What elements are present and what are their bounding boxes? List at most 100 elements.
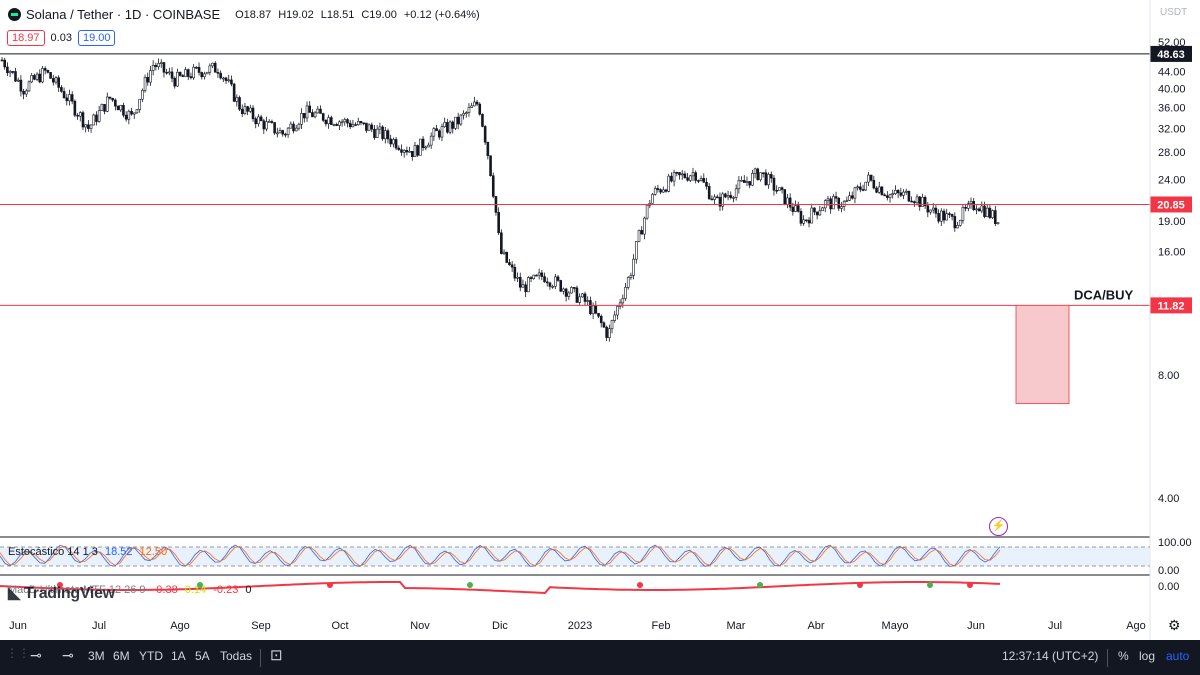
candle-body [308, 105, 312, 113]
candle-body [805, 219, 808, 222]
price-tick-label: 44.00 [1158, 67, 1186, 79]
candle-body [500, 232, 503, 254]
candle-body [958, 220, 962, 226]
candle-body [667, 175, 670, 192]
candle-body [35, 73, 39, 80]
spread-value: 0.03 [50, 32, 72, 44]
candle-body [257, 116, 260, 125]
candle-body [359, 121, 363, 124]
candle-body [513, 266, 517, 279]
lightning-icon[interactable]: ⚡ [989, 517, 1008, 536]
candle-body [327, 117, 330, 125]
bid-button[interactable]: 18.97 [7, 30, 45, 46]
candle-body [886, 195, 889, 198]
candle-body [51, 78, 55, 83]
macd-value-1: -0.38 [152, 584, 178, 596]
candle-body [691, 172, 695, 177]
horizontal-levels[interactable]: 48.63 20.85 11.82 [0, 45, 1192, 314]
candle-body [788, 197, 792, 208]
candle-body [586, 300, 590, 302]
price-pane[interactable] [0, 57, 1000, 342]
candle-body [367, 124, 371, 131]
auto-toggle[interactable]: auto [1166, 649, 1190, 663]
candle-body [672, 172, 676, 182]
level-price-tag [1150, 297, 1192, 314]
symbol-title: Solana / Tether · 1D · COINBASE [26, 7, 221, 22]
candle-body [950, 214, 954, 217]
candle-body [683, 173, 687, 178]
range-5a-button[interactable]: 5A [195, 649, 210, 663]
candle-body [141, 90, 144, 100]
candle-body [537, 272, 541, 276]
candle-body [702, 178, 706, 183]
candle-body [319, 108, 322, 114]
range-ytd-button[interactable]: YTD [139, 649, 163, 663]
dca-buy-zone[interactable] [1015, 304, 1070, 405]
candle-body [437, 130, 441, 138]
candle-body [60, 87, 63, 92]
candle-body [948, 213, 951, 215]
candle-body [227, 79, 231, 82]
range-3m-button[interactable]: 3M [88, 649, 105, 663]
candle-body [869, 174, 873, 181]
range-all-button[interactable]: Todas [220, 649, 253, 663]
candle-body [435, 128, 438, 132]
candle-body [551, 286, 554, 288]
candle-body [715, 196, 719, 199]
candle-body [46, 70, 50, 73]
candle-body [599, 315, 603, 324]
ask-button[interactable]: 19.00 [77, 30, 116, 46]
candle-body [111, 97, 114, 101]
range-1a-button[interactable]: 1A [171, 649, 186, 663]
range-6m-button[interactable]: 6M [113, 649, 130, 663]
candle-body [718, 196, 722, 207]
candle-body [3, 59, 6, 68]
candle-body [988, 207, 992, 218]
time-tick-label: Nov [410, 620, 430, 632]
gear-icon[interactable]: ⚙ [1168, 617, 1181, 633]
candle-body [583, 293, 587, 302]
time-tick-label: Jul [92, 620, 106, 632]
candle-body [27, 81, 31, 92]
price-tick-label: 28.00 [1158, 147, 1186, 159]
stochastic-legend[interactable]: Estocástico 14 1 3 18.52 12.50 [8, 546, 167, 558]
candle-body [103, 104, 106, 112]
candle-body [392, 139, 395, 145]
candle-body [688, 175, 692, 181]
time-axis-ticks: Jun Jul Ago Sep Oct Nov Dic 2023 Feb Mar Abr Mayo Ju… [9, 620, 1146, 632]
clock-time[interactable]: 12:37:14 (UTC+2) [1002, 649, 1099, 663]
drag-handle-icon[interactable]: ⋮⋮ [6, 646, 30, 660]
candle-body [276, 132, 279, 135]
date-range-icon[interactable]: ⊡ [270, 647, 283, 664]
price-tick-label: 8.00 [1158, 370, 1179, 382]
candle-body [22, 90, 25, 95]
macd-legend[interactable]: MacD Ultimate MTF 12 26 9 -0.38 0.14 -0.… [8, 584, 252, 596]
candle-body [745, 181, 749, 183]
candle-body [378, 126, 382, 130]
candle-body [802, 219, 805, 224]
percent-toggle[interactable]: % [1118, 649, 1129, 663]
price-tick-label: 24.00 [1158, 174, 1186, 186]
candle-body [594, 305, 598, 314]
candle-body [626, 277, 630, 288]
bid-ask-panel: 18.97 0.03 19.00 [7, 30, 116, 46]
symbol-legend[interactable]: Solana / Tether · 1D · COINBASE O18.87 H… [8, 7, 480, 22]
candle-body [81, 112, 85, 128]
candle-body [967, 203, 970, 209]
compare-icon[interactable]: ⊸ [30, 647, 42, 663]
replay-icon[interactable]: ⊸ [62, 647, 74, 663]
candle-body [203, 73, 206, 78]
ohlc-high: H19.02 [278, 8, 314, 21]
candle-body [416, 145, 419, 156]
candle-body [761, 172, 765, 174]
log-toggle[interactable]: log [1139, 649, 1156, 663]
candle-body [826, 198, 830, 201]
candle-body [505, 251, 509, 263]
candle-body [429, 135, 433, 146]
candle-body [707, 186, 711, 200]
candle-body [346, 119, 349, 124]
time-tick-label: Abr [807, 620, 824, 632]
candle-body [786, 197, 789, 205]
candle-body [41, 68, 44, 83]
